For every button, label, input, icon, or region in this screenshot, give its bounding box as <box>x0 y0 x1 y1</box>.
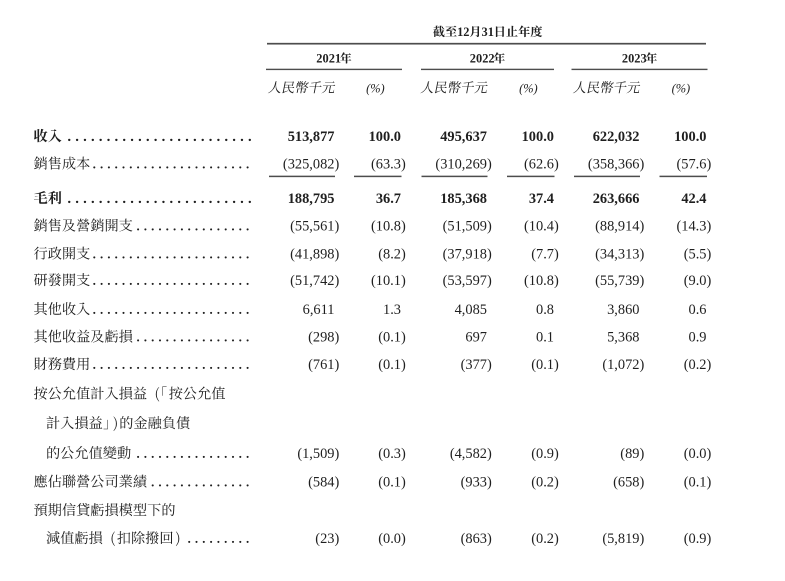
svg-text:(5.5): (5.5) <box>684 247 712 263</box>
svg-text:0.9: 0.9 <box>689 330 707 346</box>
svg-text:36.7: 36.7 <box>376 191 401 207</box>
svg-text:12: 12 <box>457 25 469 39</box>
svg-text:(88,914): (88,914) <box>595 219 644 235</box>
svg-text:(358,366): (358,366) <box>588 157 645 173</box>
svg-text:2023: 2023 <box>622 52 647 66</box>
svg-text:3,860: 3,860 <box>607 302 639 318</box>
svg-text:(9.0): (9.0) <box>684 273 712 289</box>
svg-text:(10.8): (10.8) <box>371 219 406 235</box>
svg-text:100.0: 100.0 <box>674 129 706 145</box>
svg-text:185,368: 185,368 <box>440 191 487 207</box>
svg-text:(10.8): (10.8) <box>524 273 559 289</box>
svg-text:(63.3): (63.3) <box>371 157 406 173</box>
svg-text:100.0: 100.0 <box>522 129 554 145</box>
svg-text:(5,819): (5,819) <box>602 531 644 547</box>
svg-text:(0.2): (0.2) <box>531 531 559 547</box>
svg-text:5,368: 5,368 <box>607 330 639 346</box>
svg-text:37.4: 37.4 <box>529 191 554 207</box>
svg-text:(%): (%) <box>519 81 538 95</box>
svg-text:(%): (%) <box>672 81 691 95</box>
svg-text:(53,597): (53,597) <box>443 273 492 289</box>
svg-text:(584): (584) <box>308 475 339 491</box>
svg-text:4,085: 4,085 <box>455 302 487 318</box>
svg-text:(8.2): (8.2) <box>378 247 406 263</box>
svg-text:0.6: 0.6 <box>689 302 707 318</box>
svg-text:622,032: 622,032 <box>593 129 640 145</box>
svg-text:1.3: 1.3 <box>383 302 401 318</box>
svg-text:(863): (863) <box>461 531 492 547</box>
svg-text:(0.1): (0.1) <box>531 357 559 373</box>
svg-text:697: 697 <box>465 330 487 346</box>
svg-text:495,637: 495,637 <box>440 129 487 145</box>
svg-text:(0.2): (0.2) <box>531 475 559 491</box>
svg-text:(0.2): (0.2) <box>684 357 712 373</box>
svg-text:(41,898): (41,898) <box>290 247 339 263</box>
svg-text:(23): (23) <box>315 531 339 547</box>
svg-text:(62.6): (62.6) <box>524 157 559 173</box>
svg-text:6,611: 6,611 <box>303 302 335 318</box>
svg-text:(658): (658) <box>613 475 644 491</box>
svg-text:(89): (89) <box>620 446 644 462</box>
svg-text:(310,269): (310,269) <box>435 157 492 173</box>
svg-text:(55,561): (55,561) <box>290 219 339 235</box>
svg-text:0.1: 0.1 <box>536 330 554 346</box>
svg-text:0.8: 0.8 <box>536 302 554 318</box>
svg-text:(325,082): (325,082) <box>283 157 340 173</box>
svg-text:(0.1): (0.1) <box>684 475 712 491</box>
svg-text:(51,742): (51,742) <box>290 273 339 289</box>
svg-text:(1,509): (1,509) <box>297 446 339 462</box>
svg-text:2022: 2022 <box>470 52 495 66</box>
svg-text:(%): (%) <box>366 81 385 95</box>
svg-text:31: 31 <box>482 25 494 39</box>
svg-text:263,666: 263,666 <box>593 191 640 207</box>
svg-text:(0.1): (0.1) <box>378 475 406 491</box>
svg-text:(34,313): (34,313) <box>595 247 644 263</box>
svg-text:(10.1): (10.1) <box>371 273 406 289</box>
svg-text:(0.0): (0.0) <box>684 446 712 462</box>
svg-text:(4,582): (4,582) <box>450 446 492 462</box>
svg-text:(0.0): (0.0) <box>378 531 406 547</box>
svg-text:2021: 2021 <box>316 52 341 66</box>
svg-text:188,795: 188,795 <box>288 191 335 207</box>
svg-text:(57.6): (57.6) <box>677 157 712 173</box>
svg-text:(14.3): (14.3) <box>677 219 712 235</box>
svg-text:100.0: 100.0 <box>369 129 401 145</box>
svg-text:(0.9): (0.9) <box>684 531 712 547</box>
svg-text:(55,739): (55,739) <box>595 273 644 289</box>
svg-text:42.4: 42.4 <box>681 191 706 207</box>
svg-text:(0.1): (0.1) <box>378 357 406 373</box>
svg-text:(377): (377) <box>461 357 492 373</box>
svg-text:(0.9): (0.9) <box>531 446 559 462</box>
svg-text:513,877: 513,877 <box>288 129 335 145</box>
svg-text:(298): (298) <box>308 330 339 346</box>
svg-text:(37,918): (37,918) <box>443 247 492 263</box>
svg-text:(761): (761) <box>308 357 339 373</box>
svg-text:(1,072): (1,072) <box>602 357 644 373</box>
svg-text:(10.4): (10.4) <box>524 219 559 235</box>
svg-text:(0.3): (0.3) <box>378 446 406 462</box>
svg-text:(933): (933) <box>461 475 492 491</box>
svg-text:(51,509): (51,509) <box>443 219 492 235</box>
svg-text:(7.7): (7.7) <box>531 247 559 263</box>
svg-text:(0.1): (0.1) <box>378 330 406 346</box>
